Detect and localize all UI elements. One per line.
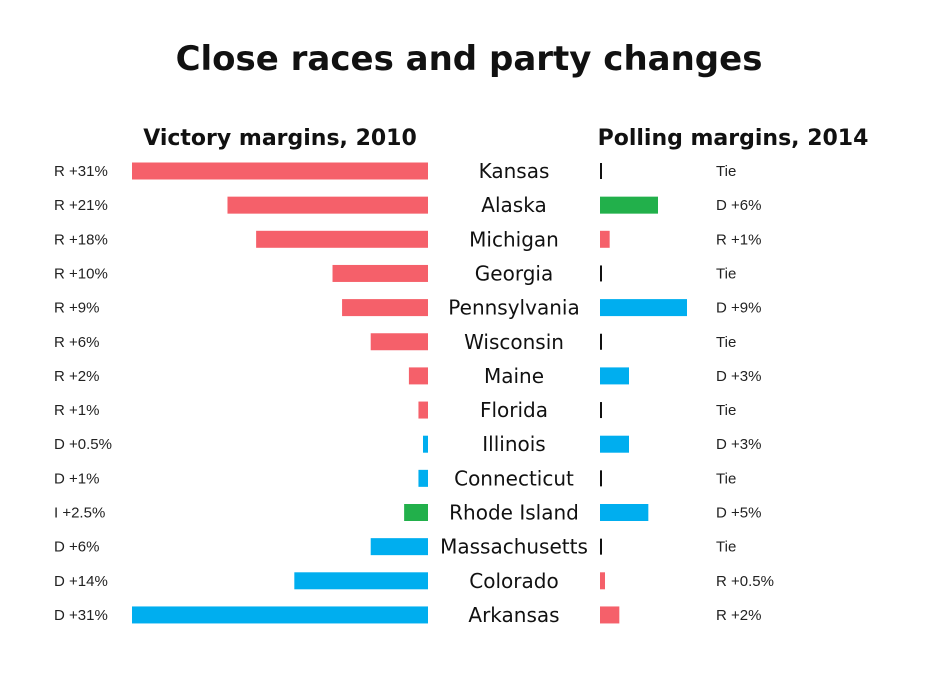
state-label-arkansas: Arkansas — [468, 603, 559, 627]
polling-margin-label-rhode-island: D +5% — [716, 505, 761, 522]
victory-margin-label-illinois: D +0.5% — [54, 436, 112, 453]
victory-margin-bar-georgia — [332, 264, 428, 282]
victory-margin-label-maine: R +2% — [54, 368, 99, 385]
state-label-alaska: Alaska — [481, 193, 546, 217]
polling-margin-label-kansas: Tie — [716, 163, 736, 180]
chart-title: Close races and party changes — [176, 39, 763, 79]
polling-margin-bar-maine — [600, 367, 629, 385]
state-label-massachusetts: Massachusetts — [440, 535, 588, 559]
polling-margin-label-florida: Tie — [716, 402, 736, 419]
state-label-georgia: Georgia — [475, 261, 553, 285]
victory-margin-label-florida: R +1% — [54, 402, 99, 419]
victory-margin-label-kansas: R +31% — [54, 163, 108, 180]
polling-margin-label-colorado: R +0.5% — [716, 573, 774, 590]
state-label-rhode-island: Rhode Island — [449, 501, 579, 525]
victory-margin-bar-colorado — [294, 572, 428, 590]
victory-margin-label-georgia: R +10% — [54, 265, 108, 282]
state-label-wisconsin: Wisconsin — [464, 330, 564, 354]
polling-tie-marker-massachusetts — [600, 538, 602, 555]
victory-margin-bar-rhode-island — [404, 504, 428, 521]
polling-margin-label-massachusetts: Tie — [716, 539, 736, 556]
state-label-florida: Florida — [480, 398, 548, 422]
polling-margin-bar-rhode-island — [600, 504, 649, 521]
victory-margin-label-massachusetts: D +6% — [54, 539, 99, 556]
victory-margin-label-colorado: D +14% — [54, 573, 108, 590]
state-label-connecticut: Connecticut — [454, 466, 574, 490]
victory-margin-bar-massachusetts — [370, 538, 428, 556]
polling-tie-marker-wisconsin — [600, 333, 602, 350]
polling-margin-label-connecticut: Tie — [716, 470, 736, 487]
polling-margin-label-georgia: Tie — [716, 265, 736, 282]
state-label-colorado: Colorado — [469, 569, 558, 593]
victory-margin-bar-arkansas — [132, 606, 428, 624]
polling-margin-bar-illinois — [600, 435, 629, 453]
polling-margin-label-illinois: D +3% — [716, 436, 761, 453]
polling-margin-label-michigan: R +1% — [716, 231, 761, 248]
victory-margin-label-connecticut: D +1% — [54, 470, 99, 487]
polling-tie-marker-georgia — [600, 265, 602, 282]
state-label-michigan: Michigan — [469, 227, 559, 251]
polling-margin-label-wisconsin: Tie — [716, 334, 736, 351]
victory-margin-bar-florida — [418, 401, 428, 419]
state-label-kansas: Kansas — [479, 159, 550, 183]
polling-tie-marker-connecticut — [600, 470, 602, 487]
polling-margin-bar-colorado — [600, 572, 605, 590]
state-label-maine: Maine — [484, 364, 544, 388]
victory-margin-bar-pennsylvania — [342, 299, 428, 317]
victory-margin-label-alaska: R +21% — [54, 197, 108, 214]
victory-margin-label-pennsylvania: R +9% — [54, 300, 99, 317]
victory-margin-label-arkansas: D +31% — [54, 607, 108, 624]
polling-margin-bar-arkansas — [600, 606, 620, 624]
victory-margin-label-wisconsin: R +6% — [54, 334, 99, 351]
polling-tie-marker-kansas — [600, 163, 602, 179]
victory-margin-bar-connecticut — [418, 469, 428, 487]
victory-margin-bar-kansas — [132, 162, 428, 180]
victory-margin-bar-maine — [408, 367, 428, 385]
polling-margin-bar-michigan — [600, 230, 610, 248]
victory-margin-bar-michigan — [256, 230, 428, 248]
victory-margin-label-michigan: R +18% — [54, 231, 108, 248]
polling-margins-2014-title: Polling margins, 2014 — [598, 126, 869, 151]
chart-rows: R +31% Kansas Tie R +21% Alaska D +6% R +18% Mi… — [54, 159, 774, 627]
victory-margins-2010-title: Victory margins, 2010 — [143, 126, 417, 151]
victory-margin-bar-wisconsin — [370, 333, 428, 351]
victory-margin-bar-alaska — [227, 196, 428, 214]
victory-margin-label-rhode-island: I +2.5% — [54, 505, 105, 522]
victory-margin-bar-illinois — [423, 435, 428, 453]
polling-margin-label-arkansas: R +2% — [716, 607, 761, 624]
state-label-pennsylvania: Pennsylvania — [448, 296, 579, 320]
polling-margin-bar-pennsylvania — [600, 299, 687, 317]
state-label-illinois: Illinois — [482, 432, 545, 456]
polling-margin-bar-alaska — [600, 196, 658, 214]
polling-tie-marker-florida — [600, 402, 602, 419]
polling-margin-label-maine: D +3% — [716, 368, 761, 385]
polling-margin-label-pennsylvania: D +9% — [716, 300, 761, 317]
polling-margin-label-alaska: D +6% — [716, 197, 761, 214]
